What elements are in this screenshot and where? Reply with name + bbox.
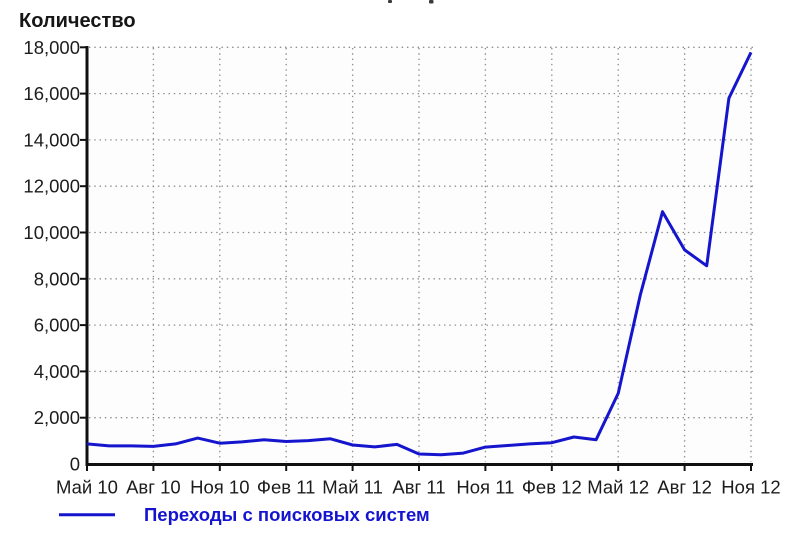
svg-text:16,000: 16,000: [23, 83, 80, 104]
svg-text:Ноя 11: Ноя 11: [456, 477, 514, 498]
svg-text:4,000: 4,000: [34, 361, 80, 382]
svg-text:6,000: 6,000: [34, 315, 80, 336]
svg-text:Авг 11: Авг 11: [392, 477, 445, 498]
svg-text:Май 12: Май 12: [587, 477, 649, 498]
svg-text:Фев 12: Фев 12: [522, 477, 582, 498]
svg-text:Май 10: Май 10: [56, 477, 118, 498]
svg-text:14,000: 14,000: [23, 129, 80, 150]
svg-text:Количество: Количество: [19, 10, 136, 32]
svg-text:Авг 12: Авг 12: [657, 477, 712, 498]
svg-text:Ноя 12: Ноя 12: [721, 477, 780, 498]
svg-text:Фев 11: Фев 11: [257, 477, 316, 498]
svg-text:Авг 10: Авг 10: [126, 477, 181, 498]
svg-text:18,000: 18,000: [23, 37, 80, 58]
svg-text:8,000: 8,000: [34, 268, 80, 289]
svg-text:0: 0: [70, 454, 80, 475]
svg-text:10,000: 10,000: [23, 222, 80, 243]
svg-text:Май 11: Май 11: [322, 477, 383, 498]
svg-text:Переходы с поисковых систем: Переходы с поисковых систем: [144, 504, 430, 525]
svg-text:2,000: 2,000: [34, 407, 80, 428]
svg-text:12,000: 12,000: [23, 176, 80, 197]
svg-text:Ноя 10: Ноя 10: [190, 477, 249, 498]
